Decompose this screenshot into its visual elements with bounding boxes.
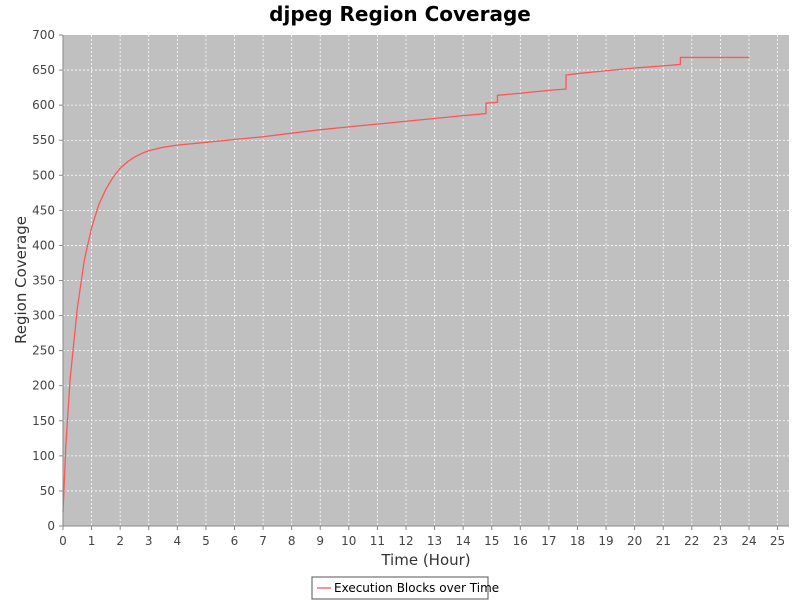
y-tick-label: 550	[32, 133, 55, 147]
y-tick-label: 50	[40, 484, 55, 498]
y-tick-label: 500	[32, 168, 55, 182]
x-tick-label: 6	[231, 534, 239, 548]
x-tick-label: 21	[656, 534, 671, 548]
x-tick-label: 12	[398, 534, 413, 548]
x-tick-label: 3	[145, 534, 153, 548]
grid-lines	[63, 35, 789, 526]
x-tick-label: 8	[288, 534, 296, 548]
x-tick-label: 13	[427, 534, 442, 548]
x-tick-label: 15	[484, 534, 499, 548]
x-tick-label: 4	[174, 534, 182, 548]
x-axis: 0 1 2 3 4 5 6 7 8 9 10 11 12 13 14 15 16 17 18 19 20 21 22 23 24…	[59, 525, 789, 548]
x-tick-label: 2	[116, 534, 124, 548]
y-tick-label: 100	[32, 449, 55, 463]
y-tick-label: 350	[32, 274, 55, 288]
x-tick-label: 7	[259, 534, 267, 548]
y-tick-label: 250	[32, 344, 55, 358]
y-tick-label: 700	[32, 28, 55, 42]
x-tick-label: 16	[513, 534, 528, 548]
x-tick-label: 14	[456, 534, 471, 548]
x-tick-label: 20	[627, 534, 642, 548]
y-tick-label: 400	[32, 238, 55, 252]
y-tick-label: 200	[32, 379, 55, 393]
x-tick-label: 0	[59, 534, 67, 548]
legend-box	[311, 576, 489, 600]
y-tick-label: 650	[32, 63, 55, 77]
y-tick-label: 0	[47, 519, 55, 533]
y-tick-label: 450	[32, 203, 55, 217]
legend: Execution Blocks over Time	[311, 576, 499, 600]
x-tick-label: 22	[684, 534, 699, 548]
series-layer	[62, 56, 749, 512]
y-axis-label: Region Coverage	[12, 216, 30, 344]
y-tick-label: 300	[32, 309, 55, 323]
x-tick-label: 23	[713, 534, 728, 548]
x-tick-label: 1	[88, 534, 96, 548]
legend-label: Execution Blocks over Time	[334, 581, 499, 595]
series-line	[62, 56, 749, 512]
y-tick-label: 150	[32, 414, 55, 428]
y-axis: 0 50 100 150 200 250 300 350 400 450 500 550 600 650 7…	[32, 28, 64, 533]
x-tick-label: 18	[570, 534, 585, 548]
y-tick-label: 600	[32, 98, 55, 112]
x-tick-label: 17	[541, 534, 556, 548]
x-tick-label: 24	[741, 534, 756, 548]
chart-title: djpeg Region Coverage	[269, 2, 531, 26]
x-tick-label: 19	[598, 534, 613, 548]
x-axis-label: Time (Hour)	[380, 551, 470, 569]
x-tick-label: 9	[316, 534, 324, 548]
x-tick-label: 25	[770, 534, 785, 548]
x-tick-label: 10	[341, 534, 356, 548]
x-tick-label: 11	[370, 534, 385, 548]
x-tick-label: 5	[202, 534, 210, 548]
